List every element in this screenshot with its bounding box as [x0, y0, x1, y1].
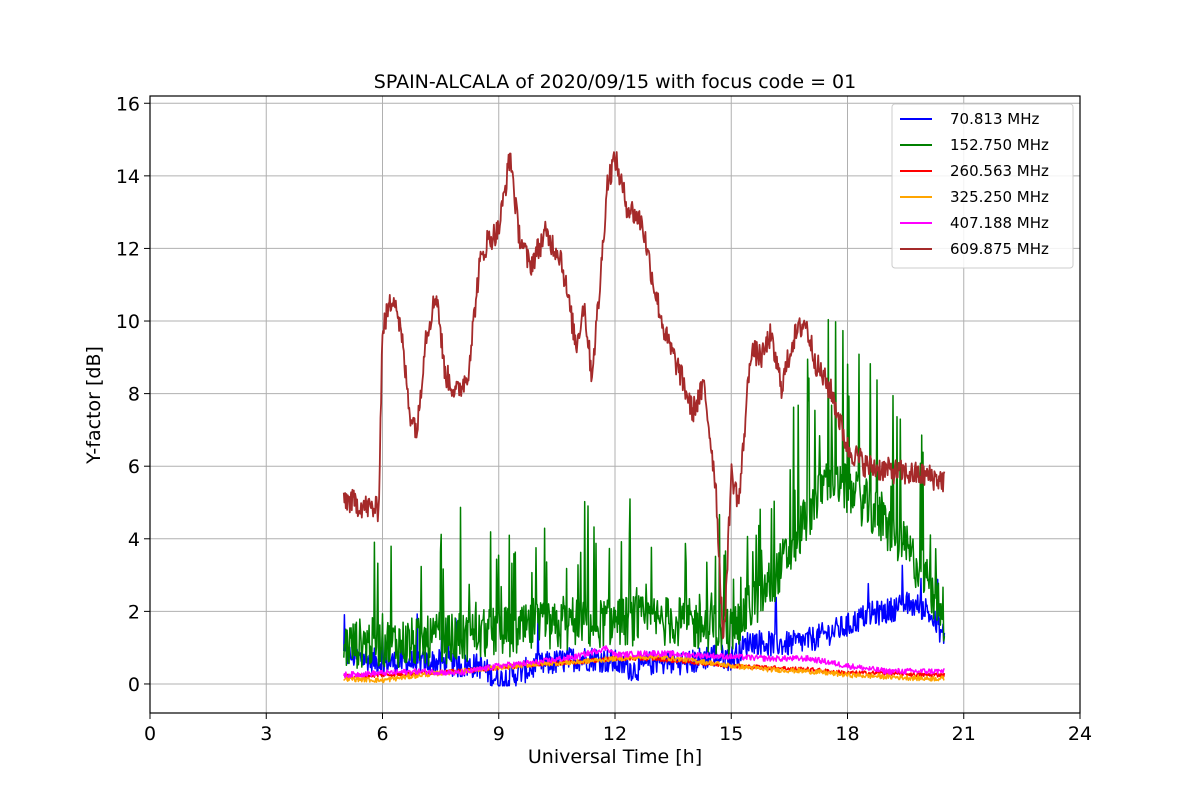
legend-label: 325.250 MHz: [950, 188, 1049, 206]
x-tick-label: 21: [952, 723, 976, 745]
x-tick-label: 6: [376, 723, 388, 745]
x-tick-label: 12: [603, 723, 627, 745]
series-line-4: [343, 645, 945, 679]
series-line-5: [342, 151, 946, 640]
legend-label: 407.188 MHz: [950, 214, 1049, 232]
y-tick-label: 14: [116, 166, 140, 188]
y-tick-label: 4: [128, 529, 140, 551]
y-tick-label: 6: [128, 456, 140, 478]
x-tick-label: 24: [1068, 723, 1092, 745]
y-tick-label: 16: [116, 93, 140, 115]
series-lines: [342, 151, 946, 687]
x-tick-label: 15: [719, 723, 743, 745]
legend-label: 152.750 MHz: [950, 136, 1049, 154]
x-tick-label: 3: [260, 723, 272, 745]
legend-label: 609.875 MHz: [950, 240, 1049, 258]
y-tick-label: 10: [116, 311, 140, 333]
series-line-1: [343, 318, 946, 669]
x-tick-label: 9: [493, 723, 505, 745]
chart-title: SPAIN-ALCALA of 2020/09/15 with focus co…: [374, 71, 856, 93]
legend: 70.813 MHz 152.750 MHz 260.563 MHz 325.250 …: [891, 103, 1074, 269]
x-axis-label: Universal Time [h]: [528, 746, 702, 768]
legend-label: 260.563 MHz: [950, 162, 1049, 180]
series-line-0: [343, 564, 946, 687]
y-axis-label: Y-factor [dB]: [83, 346, 105, 465]
y-tick-label: 12: [116, 238, 140, 260]
x-tick-label: 18: [835, 723, 859, 745]
legend-label: 70.813 MHz: [950, 110, 1039, 128]
y-tick-label: 0: [128, 674, 140, 696]
y-tick-label: 2: [128, 601, 140, 623]
x-tick-label: 0: [144, 723, 156, 745]
legend-box: [891, 103, 1074, 269]
y-tick-label: 8: [128, 384, 140, 406]
